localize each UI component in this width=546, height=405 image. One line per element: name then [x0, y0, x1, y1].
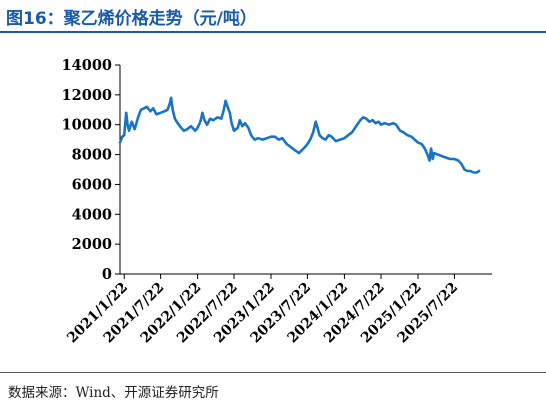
- figure-title: 图16：聚乙烯价格走势（元/吨）: [6, 9, 257, 29]
- price-series-line: [118, 96, 481, 174]
- y-tick-label: 12000: [62, 87, 112, 104]
- plot-area: [118, 96, 481, 174]
- source-note: 数据来源：Wind、开源证券研究所: [8, 385, 219, 401]
- y-tick-label: 4000: [72, 206, 112, 223]
- y-tick-label: 0: [102, 266, 112, 283]
- y-tick-label: 14000: [62, 57, 112, 74]
- figure-header: 图16：聚乙烯价格走势（元/吨）: [0, 0, 546, 34]
- title-underline: [0, 31, 546, 33]
- y-tick-label: 6000: [72, 176, 112, 193]
- source-divider: [0, 372, 546, 373]
- x-axis: 2021/1/222021/7/222022/1/222022/7/222023…: [64, 273, 492, 346]
- y-tick-label: 8000: [72, 147, 112, 164]
- y-tick-label: 10000: [62, 117, 112, 134]
- y-tick-label: 2000: [72, 236, 112, 253]
- y-axis: 0 2000 4000 6000 8000 10000 12000 14000: [62, 57, 121, 283]
- price-line-chart: 0 2000 4000 6000 8000 10000 12000 14000 2021/1/…: [62, 57, 492, 346]
